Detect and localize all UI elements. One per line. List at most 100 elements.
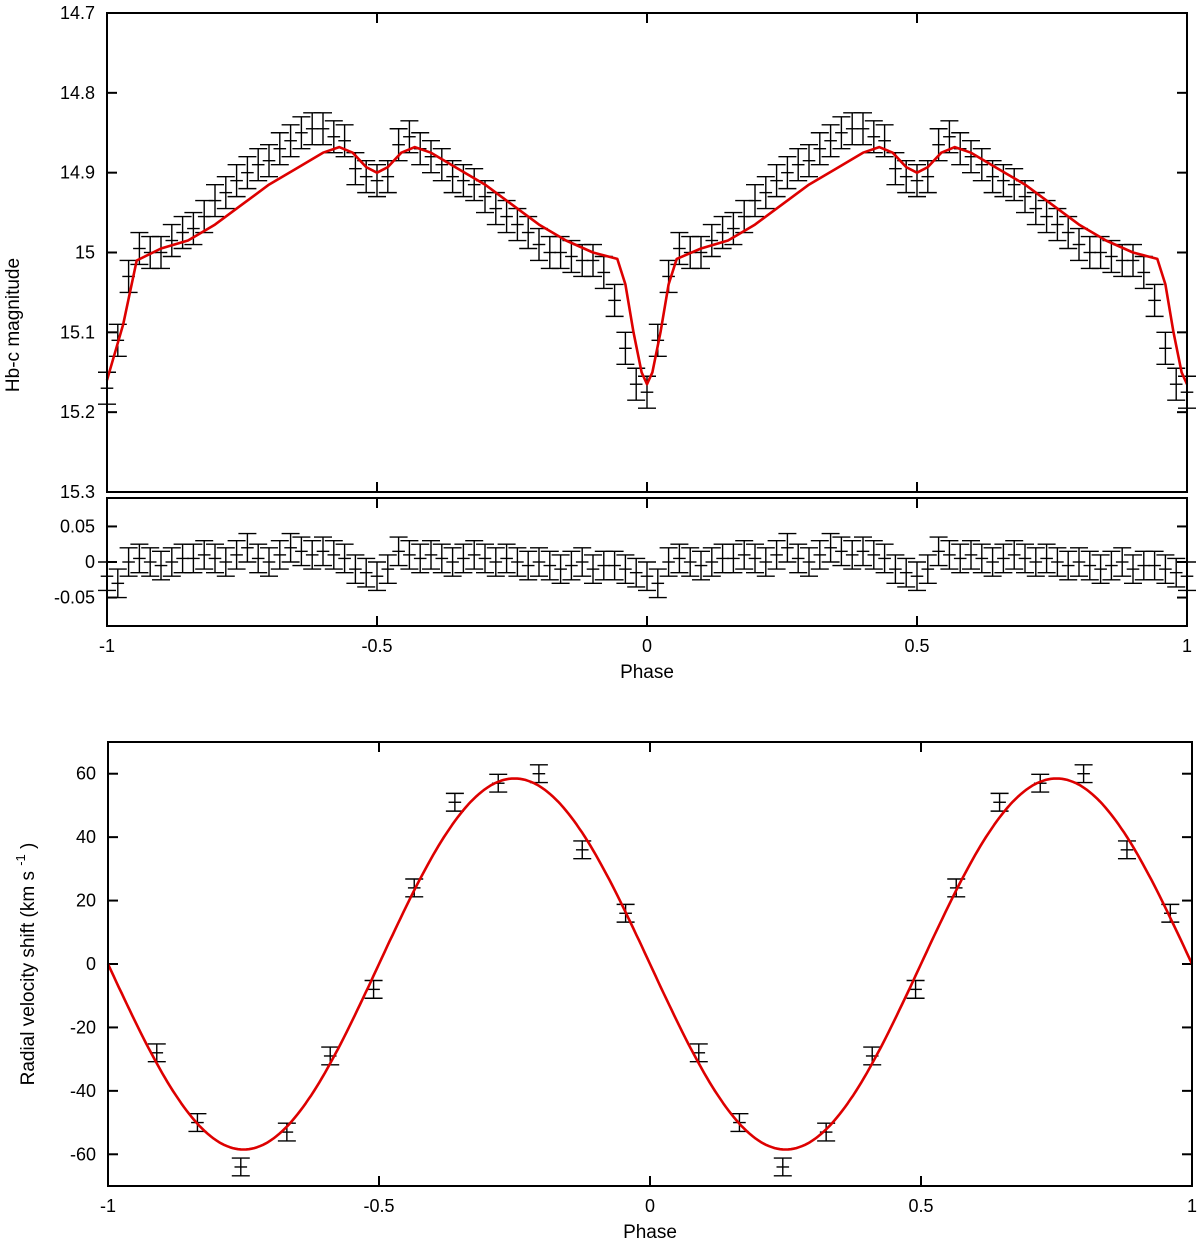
res-data-point [389,536,408,567]
rv-ytick-label: 0 [86,954,96,974]
res-data-point [562,550,581,581]
lc-data-point [346,152,365,186]
rv-data-point [1074,764,1093,784]
res-data-point [843,539,862,570]
lc-data-point [908,163,926,198]
res-data-point [227,539,246,570]
rv-ylabel-close: ) [18,843,39,849]
res-data-point [443,547,462,577]
lc-ytick-label: 15.2 [60,402,95,422]
rv-data-point [773,1157,792,1177]
rv-ylabel-superscript: -1 [13,854,28,866]
res-data-point [702,547,721,577]
lc-ytick-label: 14.9 [60,163,95,183]
lc-data-point [119,259,138,294]
res-data-point [972,543,991,574]
rv-xtick-label: 1 [1187,1196,1197,1216]
res-data-point [216,547,235,577]
rv-ytick-label: -60 [70,1144,96,1164]
lc-data-point [281,124,300,158]
lc-data-point [368,163,386,198]
lc-data-point [206,183,224,218]
res-data-point [1016,543,1034,574]
rv-data-point [817,1122,836,1142]
res-data-point [1037,543,1056,574]
res-data-point [886,554,905,585]
lc-data-point [324,120,343,154]
light-curve-ylabel: Hb-c magnitude [3,258,24,392]
residuals-panel: 0.05 0 -0.05 -1 -0.5 0 0.5 1 Phase [54,497,1196,683]
rv-data-point [489,773,508,793]
res-data-point [324,539,343,570]
res-data-point [1145,550,1164,581]
res-data-point [1167,557,1186,588]
res-data-point [875,543,894,574]
lc-data-point [638,375,656,409]
lc-data-point [184,211,203,246]
res-data-point [1080,550,1099,581]
res-data-point [940,539,959,570]
res-data-point [638,561,656,592]
res-data-point [519,550,538,581]
res-xtick-label: -1 [99,636,115,656]
lc-data-point [519,215,538,250]
lc-data-point [335,124,354,158]
res-data-point [400,539,419,570]
res-data-point [238,532,257,563]
res-data-point [918,554,937,585]
rv-ytick-label: 20 [76,891,96,911]
res-data-point [767,539,786,570]
res-data-point [292,536,311,567]
lc-data-point [1005,167,1024,202]
rv-model-curve [106,777,1194,1151]
res-data-point [1156,554,1175,585]
res-data-point [929,536,948,567]
lc-data-point [1156,331,1175,365]
res-data-point [195,539,214,570]
lc-data-point [162,223,181,258]
res-data-point [584,554,602,585]
res-data-point [486,547,505,577]
lc-data-point [422,140,440,174]
lc-data-point [1059,215,1078,250]
lc-data-point [767,163,786,198]
res-data-point [249,543,268,574]
lc-data-point [746,183,764,218]
res-data-point [994,543,1013,574]
rv-ylabel: Radial velocity shift (km s -1 ) [9,843,39,1086]
lc-data-point [454,163,473,198]
lc-data-point [1167,367,1186,401]
lc-data-point [314,112,332,146]
lc-data-point [605,283,624,318]
res-data-point [724,543,743,574]
res-data-point [432,543,451,574]
res-data-point [357,557,376,588]
res-data-point [1059,550,1078,581]
lc-data-point [670,231,689,266]
radial-velocity-panel: Radial velocity shift (km s -1 ) 60 40 20 0… [9,741,1197,1243]
lc-data-point [432,148,451,182]
lc-data-point [778,155,797,190]
res-data-point [454,543,473,574]
res-data-point [1102,550,1121,581]
lc-data-point [400,120,419,154]
res-data-point [951,543,970,574]
res-data-point [778,532,797,563]
rv-data-point [1031,773,1050,793]
res-data-point [508,547,527,577]
res-data-point [184,543,203,574]
lc-data-point [875,124,894,158]
res-data-point [141,547,160,577]
res-data-point [962,539,980,570]
res-data-point [422,539,440,570]
res-data-point [735,539,754,570]
rv-xtick-label: 0 [645,1196,655,1216]
lc-data-point [530,227,548,262]
res-data-point [108,568,127,599]
res-data-point [1005,539,1024,570]
res-data-point [368,561,386,592]
lc-data-point [724,211,743,246]
lc-data-point [832,116,851,150]
rv-data-point [906,979,925,999]
